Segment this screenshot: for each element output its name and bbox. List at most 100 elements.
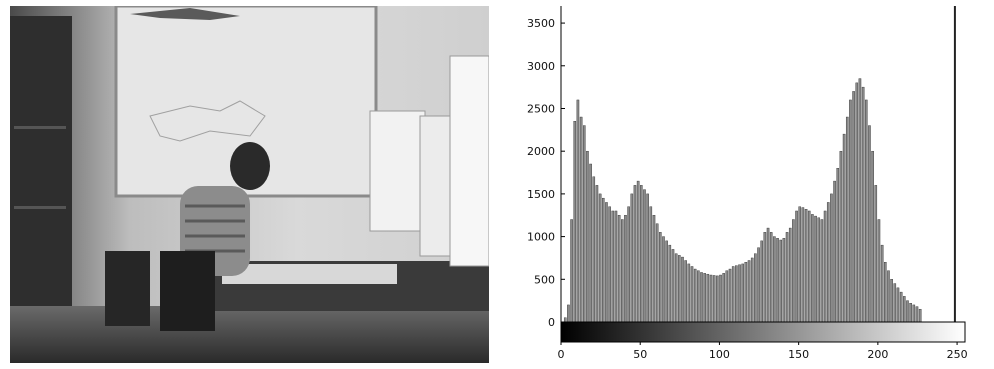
histogram-bar: [665, 240, 668, 323]
histogram-bar: [741, 263, 744, 323]
histogram-bar: [906, 300, 909, 323]
histogram-bar: [671, 249, 675, 323]
histogram-bar: [716, 275, 719, 323]
histogram-bar: [579, 116, 583, 323]
histogram-bar: [750, 257, 754, 323]
histogram-bar: [769, 232, 773, 323]
histogram-bar: [624, 215, 627, 323]
x-tick-label: 100: [709, 348, 730, 361]
y-tick-label: 1000: [527, 231, 555, 244]
y-tick-label: 1500: [527, 188, 555, 201]
histogram-bar: [861, 86, 865, 323]
histogram-bar: [826, 202, 830, 323]
histogram-bar: [880, 244, 884, 323]
histogram-bar: [766, 227, 770, 323]
histogram-bar: [697, 270, 700, 323]
histogram-bar: [779, 239, 783, 323]
person-sweater-stripes: [185, 204, 245, 253]
monitor-1: [369, 110, 426, 232]
x-axis: 0 50 100 150 200 250: [558, 342, 968, 361]
y-tick-label: 3000: [527, 60, 555, 73]
histogram-bar: [792, 219, 795, 323]
histogram-bar: [814, 215, 817, 323]
histogram-bar: [785, 232, 789, 323]
histogram-bar: [884, 262, 887, 323]
histogram-bar: [611, 210, 615, 323]
histogram-bar: [589, 163, 592, 323]
floor: [10, 306, 489, 363]
histogram-bar: [586, 150, 589, 323]
histogram-bar: [909, 303, 912, 323]
histogram-bar: [674, 253, 678, 323]
histogram-bar: [659, 232, 662, 323]
histogram-bar: [731, 266, 735, 323]
histogram-bar: [633, 185, 637, 323]
whiteboard-doodle: [149, 100, 266, 142]
histogram-bar: [899, 291, 903, 323]
histogram-bar: [681, 256, 684, 323]
histogram-bar: [903, 296, 906, 323]
x-tick-label: 0: [558, 348, 565, 361]
histogram-bar: [868, 125, 871, 323]
chair: [160, 251, 215, 331]
histogram-bar: [690, 266, 694, 323]
histogram-bar: [598, 193, 602, 323]
histogram-bar: [687, 263, 691, 323]
histogram-bar: [852, 91, 855, 323]
histogram-bar: [643, 189, 646, 323]
x-tick-label: 150: [788, 348, 809, 361]
y-tick-label: 500: [534, 273, 555, 286]
histogram-bar: [570, 219, 573, 323]
histogram-bar: [601, 197, 605, 323]
histogram-bar: [640, 185, 643, 323]
histogram-bar: [896, 287, 900, 323]
histogram-bar: [728, 268, 732, 323]
histogram-bar: [757, 247, 760, 323]
histogram-bar: [652, 215, 656, 323]
histogram-bar: [592, 176, 596, 323]
histogram-chart: 0 500 1000 1500 2000 2500 3000 3500 0 50 100 150 20…: [527, 6, 968, 361]
y-axis: 0 500 1000 1500 2000 2500 3000 3500: [527, 6, 565, 329]
ceiling-plane: [130, 8, 240, 20]
histogram-bar: [614, 210, 618, 323]
histogram-bar: [573, 121, 577, 323]
histogram-bar: [849, 99, 852, 323]
cabinet-drawer: [14, 126, 66, 129]
histogram-bar: [874, 185, 878, 323]
histogram-bar: [823, 210, 827, 323]
histogram-bar: [582, 125, 586, 323]
histogram-bar: [595, 185, 599, 323]
histogram-bar: [567, 304, 570, 323]
histogram-bar: [890, 279, 893, 323]
histogram-bar: [703, 273, 706, 323]
histogram-bar: [747, 260, 751, 323]
histogram-bar: [754, 253, 757, 323]
histogram-bar: [807, 210, 811, 323]
histogram-bar: [709, 274, 713, 323]
histogram-bar: [773, 236, 776, 323]
papers: [222, 264, 397, 284]
histogram-bar: [801, 207, 805, 323]
photo-scene: [10, 6, 489, 363]
y-tick-label: 3500: [527, 17, 555, 30]
cabinet: [10, 16, 72, 346]
histogram-bar: [722, 273, 725, 323]
histogram-bar: [839, 150, 843, 323]
histogram-bar: [725, 270, 729, 323]
histogram-bar: [668, 244, 672, 323]
histogram-bar: [788, 227, 792, 323]
histogram-bar: [744, 262, 748, 323]
person-head: [230, 142, 270, 190]
histogram-bar: [706, 273, 710, 323]
histogram-bar: [795, 210, 798, 323]
histogram-bar: [858, 78, 862, 323]
histogram-bar: [763, 232, 767, 323]
histogram-bar: [864, 99, 868, 323]
histogram-bar: [877, 219, 881, 323]
histogram-bar: [719, 274, 722, 323]
monitor-3: [449, 55, 489, 267]
histogram-bar: [738, 264, 741, 323]
chair-left: [105, 251, 150, 326]
monitor-2: [419, 115, 456, 257]
histogram-spike-bar: [953, 6, 956, 322]
